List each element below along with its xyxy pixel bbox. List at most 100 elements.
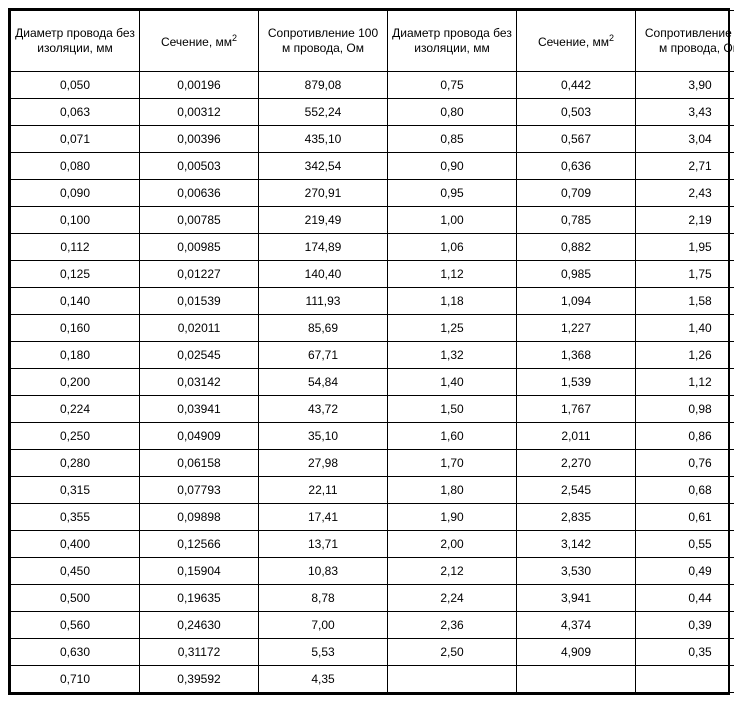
table-cell xyxy=(636,666,734,693)
table-cell: 0,125 xyxy=(11,261,140,288)
table-cell: 1,06 xyxy=(388,234,517,261)
table-row: 0,2000,0314254,841,401,5391,12 xyxy=(11,369,734,396)
table-cell: 0,15904 xyxy=(140,558,259,585)
table-cell: 2,00 xyxy=(388,531,517,558)
table-cell: 0,68 xyxy=(636,477,734,504)
table-cell: 1,50 xyxy=(388,396,517,423)
table-cell: 0,500 xyxy=(11,585,140,612)
table-cell: 17,41 xyxy=(259,504,388,531)
column-header-superscript: 2 xyxy=(609,33,614,43)
table-cell: 0,00196 xyxy=(140,72,259,99)
table-cell: 3,941 xyxy=(517,585,636,612)
table-cell: 4,909 xyxy=(517,639,636,666)
table-cell: 0,567 xyxy=(517,126,636,153)
table-cell: 13,71 xyxy=(259,531,388,558)
table-cell: 0,400 xyxy=(11,531,140,558)
table-cell: 0,882 xyxy=(517,234,636,261)
column-header: Диаметр провода без изоляции, мм xyxy=(388,11,517,72)
column-header: Сопротивление 100 м провода, Ом xyxy=(636,11,734,72)
table-cell: 0,090 xyxy=(11,180,140,207)
table-cell: 4,374 xyxy=(517,612,636,639)
table-row: 0,1600,0201185,691,251,2271,40 xyxy=(11,315,734,342)
table-cell: 0,75 xyxy=(388,72,517,99)
table-cell: 0,02011 xyxy=(140,315,259,342)
column-header: Диаметр провода без изоляции, мм xyxy=(11,11,140,72)
table-cell: 0,39592 xyxy=(140,666,259,693)
table-cell: 2,43 xyxy=(636,180,734,207)
column-header: Сечение, мм2 xyxy=(517,11,636,72)
table-cell: 2,270 xyxy=(517,450,636,477)
table-cell: 0,12566 xyxy=(140,531,259,558)
table-cell: 0,280 xyxy=(11,450,140,477)
table-cell: 0,200 xyxy=(11,369,140,396)
table-cell xyxy=(388,666,517,693)
table-cell: 2,36 xyxy=(388,612,517,639)
table-row: 0,2240,0394143,721,501,7670,98 xyxy=(11,396,734,423)
table-cell: 1,80 xyxy=(388,477,517,504)
table-cell: 0,709 xyxy=(517,180,636,207)
table-row: 0,1120,00985174,891,060,8821,95 xyxy=(11,234,734,261)
table-cell: 0,80 xyxy=(388,99,517,126)
table-cell: 0,160 xyxy=(11,315,140,342)
table-cell: 0,071 xyxy=(11,126,140,153)
table-cell: 0,09898 xyxy=(140,504,259,531)
table-cell: 1,539 xyxy=(517,369,636,396)
table-cell: 3,04 xyxy=(636,126,734,153)
table-row: 0,3550,0989817,411,902,8350,61 xyxy=(11,504,734,531)
table-cell: 1,75 xyxy=(636,261,734,288)
table-cell: 0,07793 xyxy=(140,477,259,504)
table-body: 0,0500,00196879,080,750,4423,900,0630,00… xyxy=(11,72,734,693)
table-cell: 0,03941 xyxy=(140,396,259,423)
table-cell: 0,76 xyxy=(636,450,734,477)
table-cell: 1,26 xyxy=(636,342,734,369)
table-cell: 0,224 xyxy=(11,396,140,423)
table-cell: 0,04909 xyxy=(140,423,259,450)
table-row: 0,0630,00312552,240,800,5033,43 xyxy=(11,99,734,126)
table-cell: 0,00636 xyxy=(140,180,259,207)
table-cell: 0,785 xyxy=(517,207,636,234)
table-row: 0,1250,01227140,401,120,9851,75 xyxy=(11,261,734,288)
table-cell: 0,710 xyxy=(11,666,140,693)
table-row: 0,2800,0615827,981,702,2700,76 xyxy=(11,450,734,477)
table-cell: 1,227 xyxy=(517,315,636,342)
table-row: 0,5600,246307,002,364,3740,39 xyxy=(11,612,734,639)
table-cell: 0,180 xyxy=(11,342,140,369)
table-cell: 0,442 xyxy=(517,72,636,99)
column-header-label: Сопротивление 100 м провода, Ом xyxy=(268,26,378,55)
table-cell: 270,91 xyxy=(259,180,388,207)
table-row: 0,1400,01539111,931,181,0941,58 xyxy=(11,288,734,315)
table-cell: 0,39 xyxy=(636,612,734,639)
table-cell: 0,98 xyxy=(636,396,734,423)
table-cell: 0,44 xyxy=(636,585,734,612)
table-row: 0,1000,00785219,491,000,7852,19 xyxy=(11,207,734,234)
table-cell: 0,636 xyxy=(517,153,636,180)
table-cell: 879,08 xyxy=(259,72,388,99)
table-cell: 2,71 xyxy=(636,153,734,180)
table-cell: 0,49 xyxy=(636,558,734,585)
table-cell: 1,95 xyxy=(636,234,734,261)
column-header: Сопротивление 100 м провода, Ом xyxy=(259,11,388,72)
table-row: 0,0710,00396435,100,850,5673,04 xyxy=(11,126,734,153)
table-cell: 0,560 xyxy=(11,612,140,639)
table-cell: 140,40 xyxy=(259,261,388,288)
column-header-label: Сечение, мм xyxy=(161,35,232,49)
table-row: 0,6300,311725,532,504,9090,35 xyxy=(11,639,734,666)
table-cell: 0,140 xyxy=(11,288,140,315)
table-cell: 552,24 xyxy=(259,99,388,126)
column-header-label: Диаметр провода без изоляции, мм xyxy=(15,26,135,55)
table-cell: 54,84 xyxy=(259,369,388,396)
table-cell: 0,00312 xyxy=(140,99,259,126)
table-cell: 0,55 xyxy=(636,531,734,558)
table-cell: 0,35 xyxy=(636,639,734,666)
table-cell: 0,06158 xyxy=(140,450,259,477)
table-cell: 0,00503 xyxy=(140,153,259,180)
table-cell: 1,40 xyxy=(636,315,734,342)
table-cell: 1,18 xyxy=(388,288,517,315)
table-cell: 0,95 xyxy=(388,180,517,207)
table-cell: 0,01227 xyxy=(140,261,259,288)
table-cell: 2,19 xyxy=(636,207,734,234)
column-header-superscript: 2 xyxy=(232,33,237,43)
table-row: 0,0800,00503342,540,900,6362,71 xyxy=(11,153,734,180)
table-cell: 2,011 xyxy=(517,423,636,450)
table-row: 0,3150,0779322,111,802,5450,68 xyxy=(11,477,734,504)
